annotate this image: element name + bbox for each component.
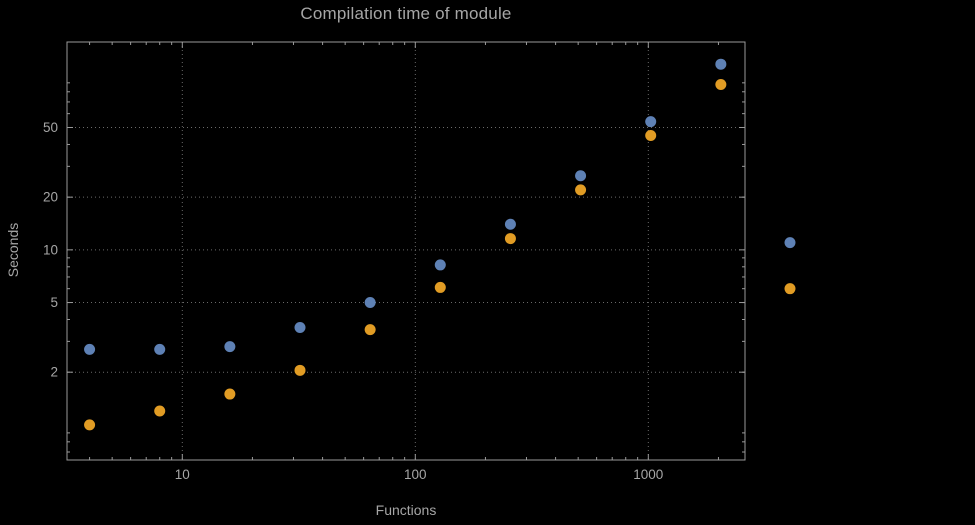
y-tick-label: 20 [43,190,58,205]
plot-frame [66,41,746,461]
data-point-series-1-blue [154,343,166,355]
x-tick-label: 1000 [633,467,663,482]
data-point-series-1-blue [504,218,516,230]
data-point-series-1-blue [715,58,727,70]
data-point-series-2-orange [645,130,657,142]
data-point-series-1-blue [84,343,96,355]
data-point-series-2-orange [154,405,166,417]
data-point-series-2-orange [575,184,587,196]
data-point-series-2-orange [84,419,96,431]
y-tick-label: 2 [50,365,58,380]
x-axis-label: Functions [375,502,437,518]
y-tick-label: 5 [50,295,58,310]
data-point-series-2-orange [294,364,306,376]
data-point-series-2-orange [715,79,727,91]
legend-marker-series-1 [784,237,796,249]
chart-title: Compilation time of module [300,4,512,23]
x-tick-label: 10 [175,467,190,482]
data-point-series-1-blue [364,297,376,309]
legend-marker-series-2 [784,283,796,295]
data-point-series-2-orange [434,281,446,293]
data-point-series-2-orange [224,388,236,400]
data-point-series-1-blue [645,116,657,128]
y-tick-label: 10 [43,242,58,257]
data-point-series-1-blue [434,259,446,271]
data-point-series-2-orange [364,324,376,336]
data-point-series-1-blue [224,341,236,353]
data-point-series-1-blue [294,322,306,334]
y-tick-label: 50 [43,120,58,135]
data-point-series-2-orange [504,233,516,245]
data-point-series-1-blue [575,170,587,182]
x-tick-label: 100 [404,467,427,482]
